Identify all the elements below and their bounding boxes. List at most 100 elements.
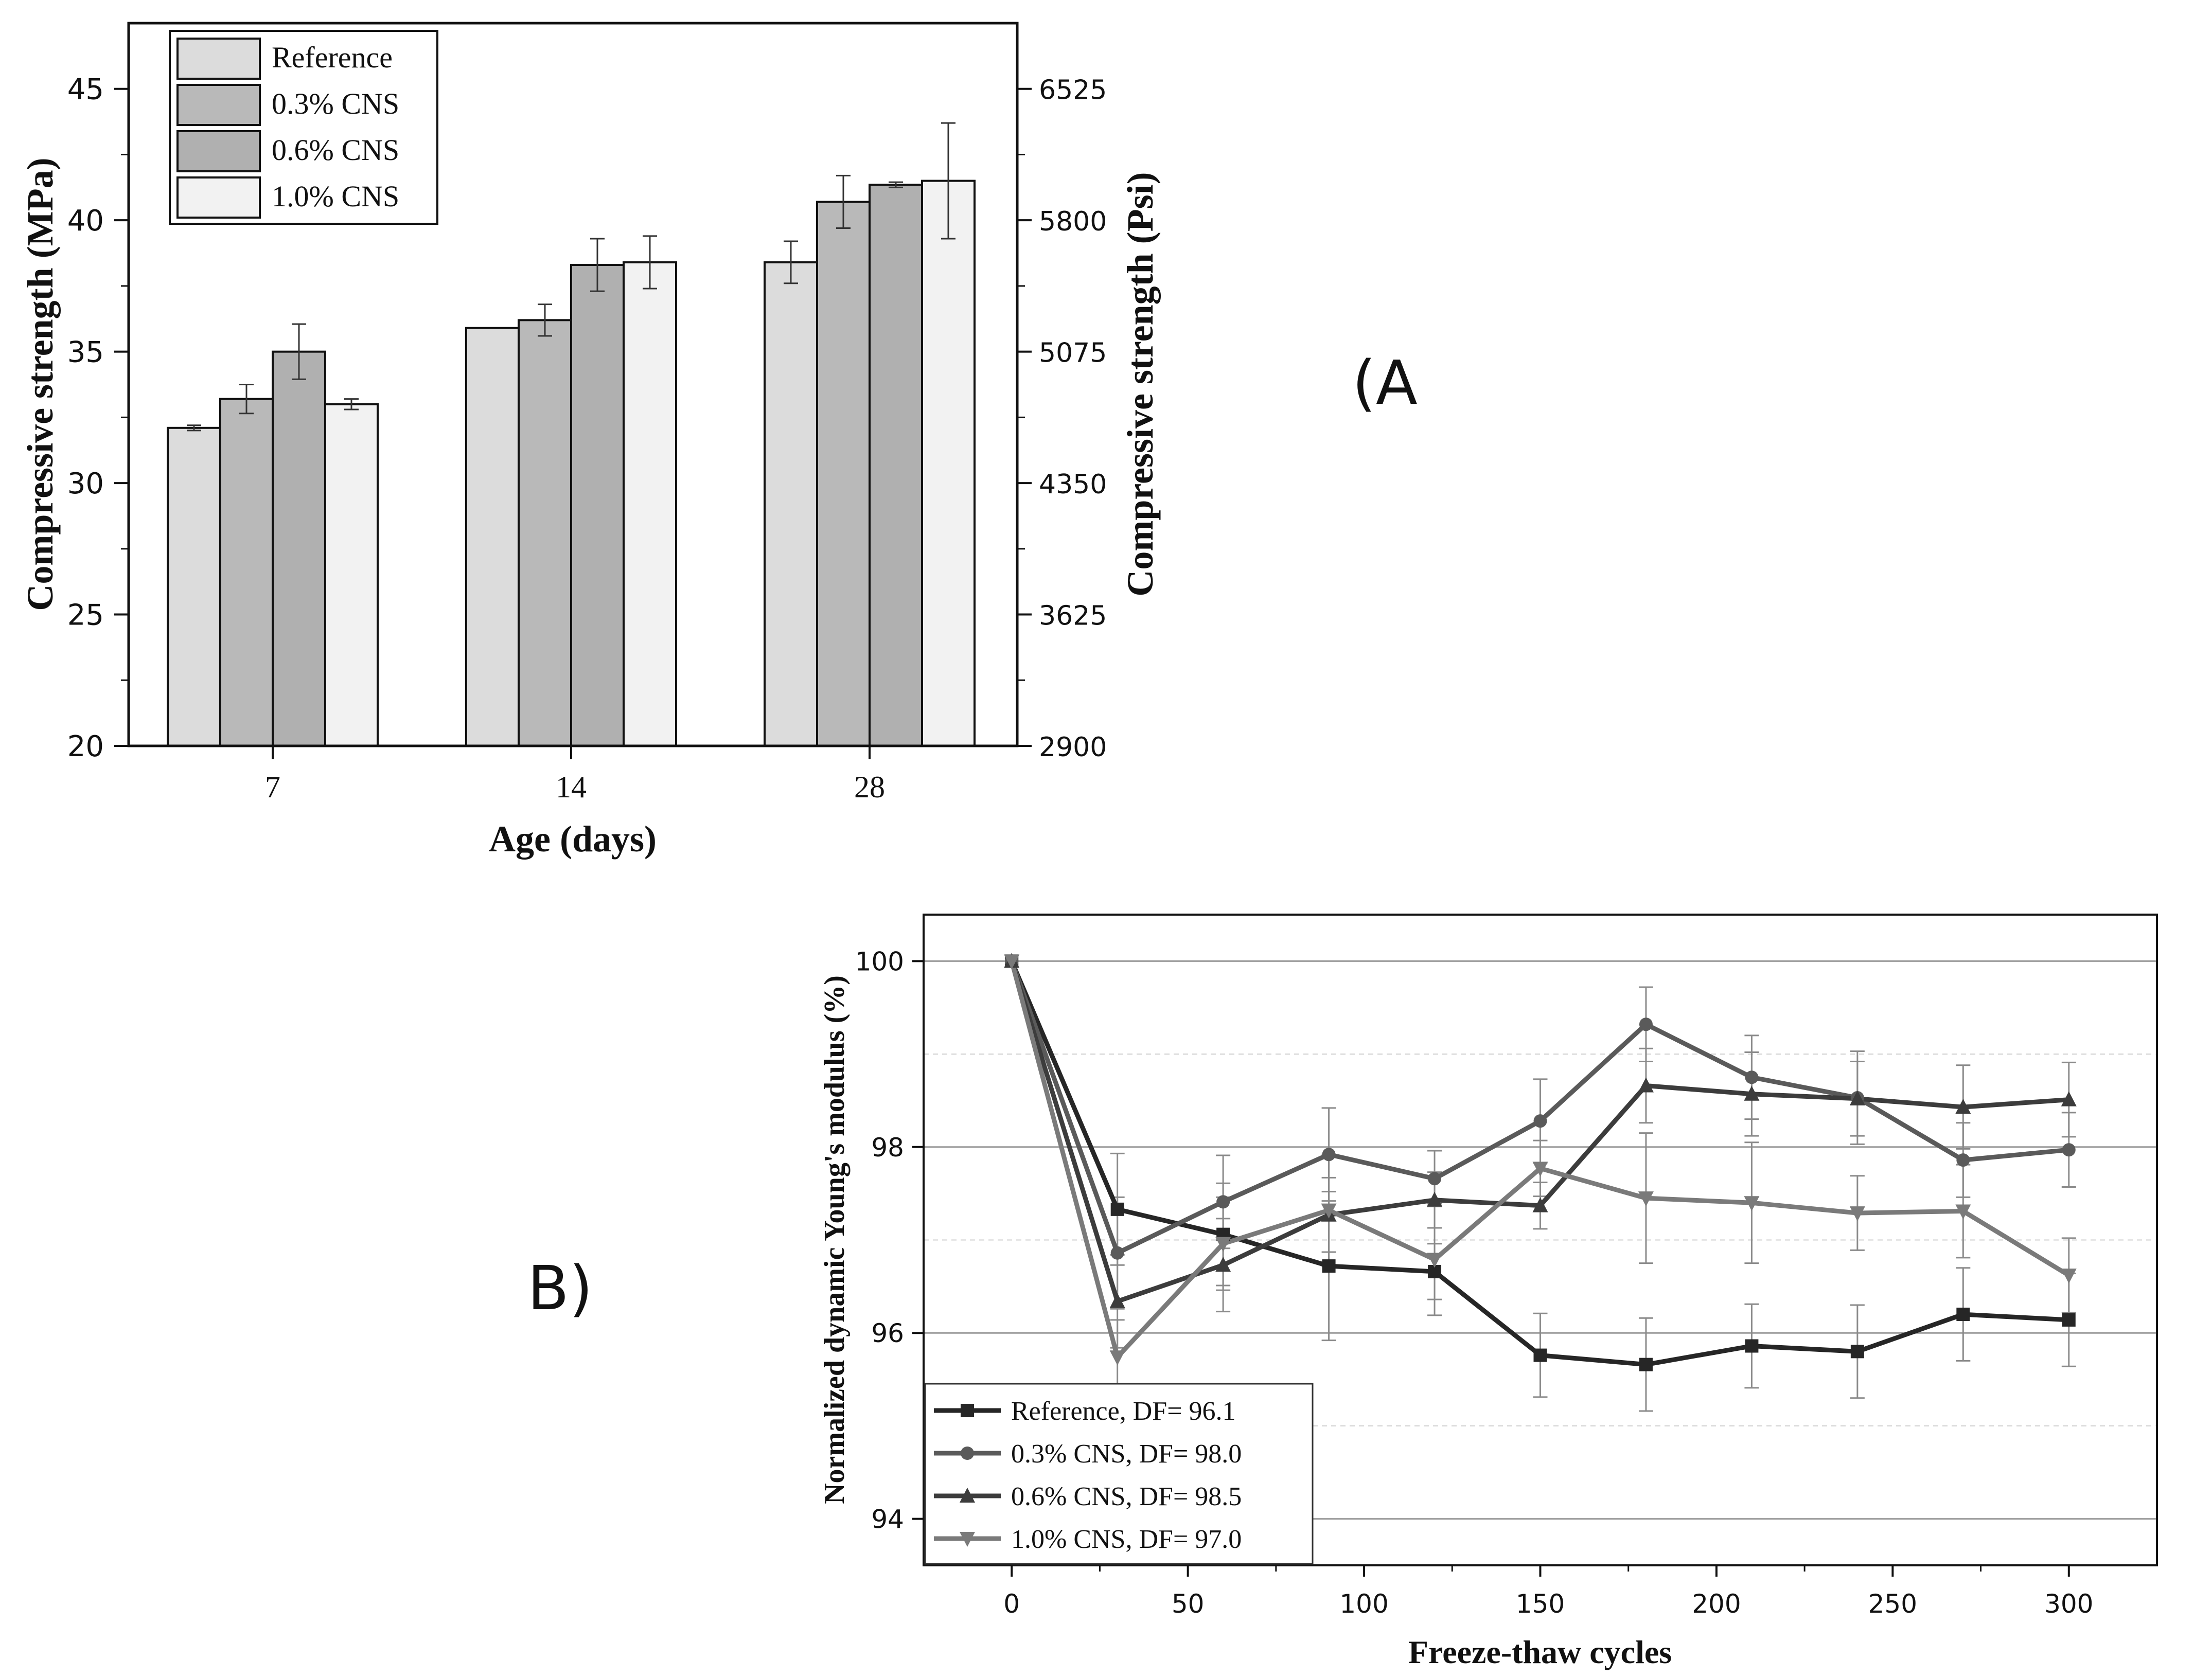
y-axis-label-right: Compressive strength (Psi) [1120,172,1161,596]
marker-circle [1533,1114,1547,1128]
y-tick-label-right: 6525 [1039,75,1107,106]
marker-triangle-down [1004,954,1020,970]
bar-marks [167,180,976,747]
panel-label-a: (A [1352,347,1418,418]
y-tick-label: 100 [855,947,904,976]
legend-label: 0.3% CNS [272,87,399,120]
x-tick-label: 50 [1172,1589,1205,1619]
error-bars [187,122,955,432]
bar [219,398,274,747]
marker-triangle-down [1955,1204,1971,1220]
marker-square [961,1404,974,1417]
y-tick-label-right: 2900 [1039,732,1107,763]
legend-swatch [176,130,261,172]
y-tick-label: 30 [67,467,104,501]
axis-ticks: 0 50 100 150 200 250 300 94 96 98 100 [855,947,2094,1619]
marker-circle [2062,1143,2076,1157]
marker-square [1533,1348,1547,1362]
marker-circle [961,1447,974,1460]
x-tick-label: 14 [556,770,587,804]
marker-circle [1956,1153,1970,1167]
y-tick-label-right: 4350 [1039,469,1107,500]
marker-square [1956,1308,1970,1322]
y-tick-label-right: 5800 [1039,206,1107,237]
x-axis-label: Freeze-thaw cycles [1408,1634,1672,1670]
legend-label: 1.0% CNS [272,180,399,213]
x-axis-label: Age (days) [489,818,657,860]
marker-triangle-up [1744,1085,1760,1101]
marker-triangle-up [1849,1090,1865,1105]
legend: Reference 0.3% CNS 0.6% CNS 1.0% CNS [169,30,438,225]
bar [518,319,572,747]
marker-triangle-down [1427,1253,1443,1268]
bar-chart-compressive-strength: 20 2900 25 3625 30 4350 35 5075 40 5800 45 6525 7 14 2… [20,22,1161,860]
legend-label: Reference, DF= 96.1 [1011,1397,1236,1426]
legend-box [924,1383,1314,1565]
x-tick-label: 200 [1692,1589,1741,1619]
y-tick-label: 40 [67,204,104,238]
y-axis-label: Normalized dynamic Young's modulus (%) [819,975,851,1504]
y-tick-label: 98 [871,1133,904,1163]
legend-label: Reference [272,41,393,74]
marker-triangle-up [1427,1191,1443,1207]
bar [570,264,625,747]
marker-triangle-down [1532,1162,1548,1177]
legend-swatch [176,38,261,80]
panel-label-b: B) [527,1253,593,1324]
marker-circle [1216,1195,1230,1209]
y-tick-label: 20 [67,730,104,763]
marker-triangle-down [1744,1196,1760,1211]
marker-triangle-down [2061,1269,2077,1284]
marker-circle [1639,1017,1653,1031]
marker-square [1322,1259,1336,1273]
y-tick-label-right: 5075 [1039,338,1107,369]
legend-label: 0.3% CNS, DF= 98.0 [1011,1439,1242,1469]
marker-circle [1110,1246,1124,1260]
bar [272,350,326,747]
bar [816,201,871,747]
marker-triangle-up [1955,1099,1971,1114]
marker-triangle-up [2061,1091,2077,1106]
series-markers [1004,953,2077,1371]
x-tick-label: 300 [2044,1589,2093,1619]
x-tick-label: 250 [1868,1589,1917,1619]
marker-triangle-down [1215,1237,1231,1252]
marker-square [1639,1358,1653,1371]
legend-label: 0.6% CNS [272,133,399,167]
marker-triangle-down [1321,1203,1337,1219]
y-tick-label: 45 [67,73,104,106]
y-tick-label: 25 [67,599,104,632]
marker-circle [1322,1148,1336,1162]
legend-label: 0.6% CNS, DF= 98.5 [1011,1482,1242,1511]
y-tick-label-right: 3625 [1039,601,1107,632]
marker-square [1850,1345,1864,1359]
marker-square [1110,1202,1124,1216]
x-tick-label: 150 [1516,1589,1565,1619]
marker-triangle-down [1638,1191,1654,1207]
y-tick-label: 35 [67,336,104,369]
x-tick-label: 28 [854,770,885,804]
marker-triangle-up [1638,1077,1654,1093]
bar [869,184,923,747]
x-tick-label: 100 [1339,1589,1388,1619]
marker-circle [1428,1172,1442,1186]
legend-swatch [176,176,261,219]
bar [465,327,520,747]
marker-circle [1745,1070,1759,1084]
marker-triangle-down [960,1532,975,1547]
y-tick-label: 96 [871,1318,904,1348]
marker-triangle-up [1109,1293,1125,1308]
marker-triangle-up [1215,1257,1231,1272]
legend-swatch [176,84,261,126]
marker-triangle-up [960,1488,975,1503]
marker-triangle-down [1849,1206,1865,1222]
plot-frame [127,22,1019,747]
axis-ticks: 20 2900 25 3625 30 4350 35 5075 40 5800 45 6525 7 14 2… [67,73,1107,804]
bar [764,261,818,747]
y-axis-label: Compressive strength (MPa) [20,157,61,611]
x-tick-label: 0 [1003,1589,1020,1619]
legend-label: 1.0% CNS, DF= 97.0 [1011,1525,1242,1554]
marker-square [1745,1339,1759,1353]
line-chart-dynamic-modulus: 0 50 100 150 200 250 300 94 96 98 100 Normalized d… [819,914,2158,1670]
